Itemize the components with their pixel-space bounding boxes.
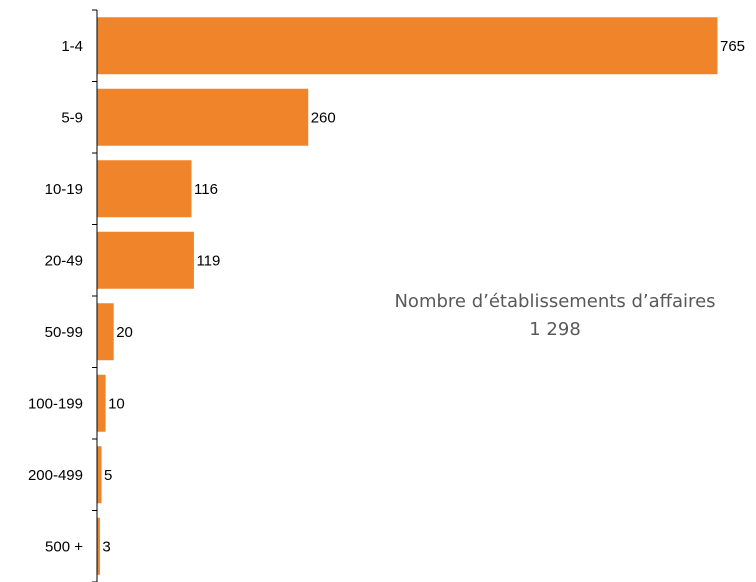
bar-data-label: 10: [108, 395, 125, 412]
category-tick-label: 500 +: [45, 538, 83, 555]
bar-10-19: [98, 160, 192, 217]
bar-data-label: 3: [102, 538, 110, 555]
category-tick-label: 100-199: [28, 395, 83, 412]
category-axis: [92, 10, 97, 582]
bar-500: [98, 518, 100, 575]
category-tick-label: 200-499: [28, 467, 83, 484]
category-tick-label: 50-99: [45, 324, 83, 341]
bar-20-49: [98, 232, 194, 289]
bar-200-499: [98, 446, 102, 503]
annotation-title: Nombre d’établissements d’affaires: [394, 291, 715, 312]
bar-1-4: [98, 17, 718, 74]
bar-data-label: 5: [104, 467, 112, 484]
bar-data-label: 116: [194, 181, 218, 198]
bar-50-99: [98, 303, 114, 360]
annotation-total: 1 298: [529, 319, 581, 340]
category-tick-label: 10-19: [45, 181, 83, 198]
bar-5-9: [98, 89, 309, 146]
category-tick-label: 20-49: [45, 252, 83, 269]
bar-data-label: 119: [196, 252, 220, 269]
bar-data-label: 765: [720, 38, 745, 55]
bar-data-label: 20: [116, 324, 133, 341]
category-tick-label: 5-9: [61, 109, 83, 126]
category-tick-label: 1-4: [61, 38, 83, 55]
bar-100-199: [98, 375, 106, 432]
bar-data-label: 260: [311, 109, 336, 126]
